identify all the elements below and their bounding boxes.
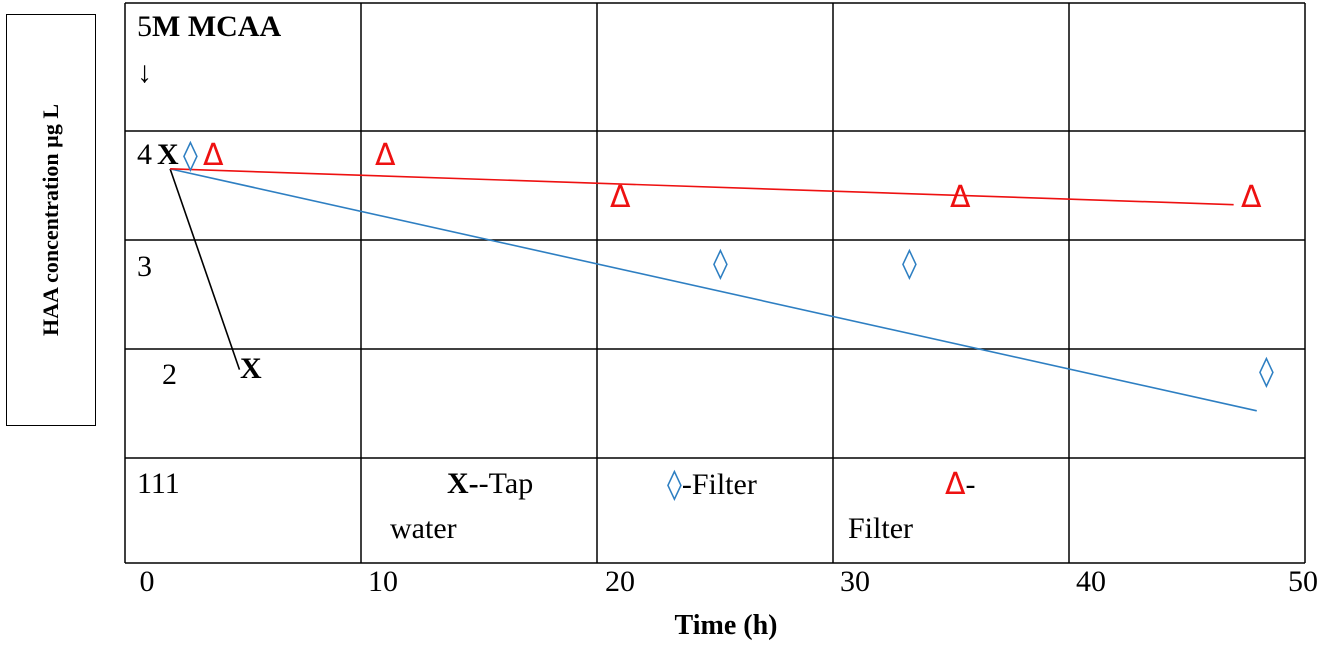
point-diamond-2: ◊ — [713, 246, 728, 281]
legend-item-diamond: ◊-Filter — [667, 467, 757, 502]
point-triangle-4: Δ — [950, 180, 971, 215]
fit-line-0 — [169, 168, 241, 370]
legend-item-triangle: Δ- — [945, 467, 976, 502]
fit-lines — [169, 168, 1257, 412]
x-tick-40: 40 — [1076, 565, 1106, 598]
y-tick-2: 2 — [162, 358, 177, 391]
x-tick-30: 30 — [840, 565, 870, 598]
x-tick-50: 50 — [1288, 565, 1318, 598]
legend-item-tap: X--Tap — [447, 467, 534, 500]
y-tick-1: 111 — [137, 467, 180, 500]
point-diamond-1: ◊ — [183, 138, 198, 173]
chart-grid — [124, 2, 1306, 564]
y-axis-label-box: HAA concentration µg L — [6, 14, 96, 426]
point-triangle-2: Δ — [375, 138, 396, 173]
y-tick-3: 3 — [137, 250, 152, 283]
point-tap-2: X — [240, 352, 262, 385]
point-diamond-4: ◊ — [1259, 354, 1274, 389]
y-tick-4: 4 — [137, 138, 152, 171]
point-triangle-1: Δ — [203, 138, 224, 173]
annotation-mcaa: M MCAA — [152, 10, 282, 43]
fit-line-1 — [169, 168, 1257, 412]
x-tick-10: 10 — [368, 565, 398, 598]
annotation-arrow: ↓ — [137, 56, 152, 89]
legend-item-triangle-line2: Filter — [848, 512, 913, 545]
point-diamond-3: ◊ — [902, 246, 917, 281]
y-tick-5: 5M MCAA — [137, 10, 282, 43]
point-triangle-3: Δ — [610, 180, 631, 215]
point-triangle-5: Δ — [1241, 180, 1262, 215]
x-axis-label: Time (h) — [674, 610, 778, 641]
x-tick-0: 0 — [139, 565, 155, 598]
fit-line-2 — [170, 168, 1234, 206]
point-tap-1: X — [157, 138, 179, 171]
legend-item-tap-line2: water — [390, 512, 457, 545]
x-tick-20: 20 — [605, 565, 635, 598]
